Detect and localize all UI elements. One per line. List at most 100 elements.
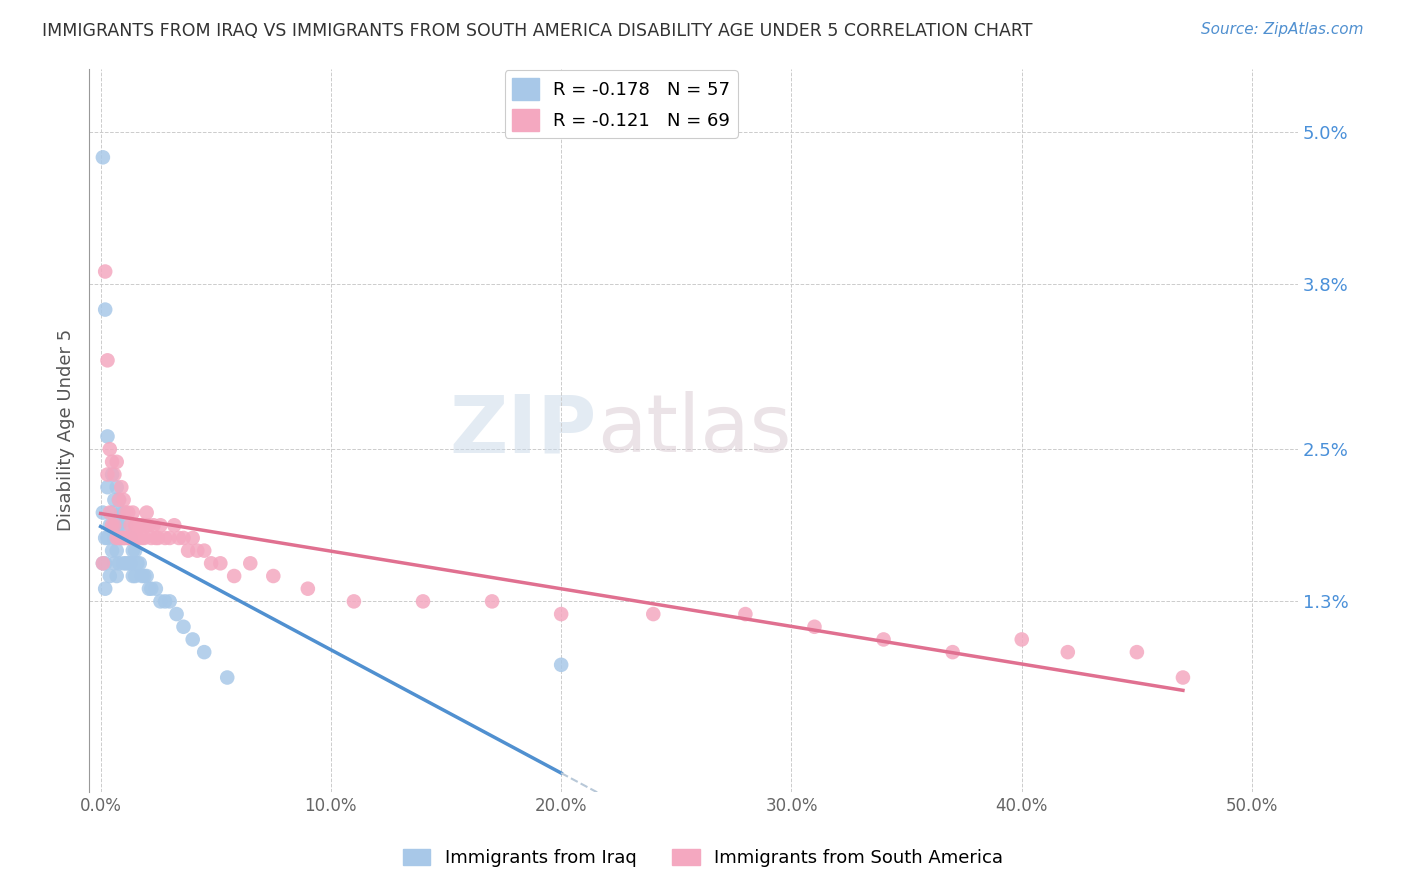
Point	[193, 543, 215, 558]
Point	[105, 531, 128, 545]
Point	[131, 531, 153, 545]
Point	[127, 531, 149, 545]
Point	[94, 264, 117, 278]
Point	[94, 531, 117, 545]
Point	[167, 531, 190, 545]
Point	[98, 442, 121, 457]
Legend: Immigrants from Iraq, Immigrants from South America: Immigrants from Iraq, Immigrants from So…	[396, 841, 1010, 874]
Point	[131, 569, 153, 583]
Point	[103, 557, 125, 571]
Point	[115, 518, 138, 533]
Point	[110, 531, 132, 545]
Point	[121, 506, 143, 520]
Point	[209, 557, 232, 571]
Point	[115, 531, 138, 545]
Point	[124, 569, 146, 583]
Point	[135, 569, 157, 583]
Point	[217, 671, 239, 685]
Point	[105, 569, 128, 583]
Point	[124, 518, 146, 533]
Point	[297, 582, 319, 596]
Point	[803, 620, 825, 634]
Point	[110, 480, 132, 494]
Point	[108, 531, 131, 545]
Point	[121, 569, 143, 583]
Point	[96, 467, 118, 482]
Point	[734, 607, 756, 621]
Point	[117, 531, 139, 545]
Point	[108, 557, 131, 571]
Point	[149, 594, 172, 608]
Point	[550, 657, 572, 672]
Point	[96, 353, 118, 368]
Point	[138, 518, 160, 533]
Point	[94, 582, 117, 596]
Point	[173, 620, 195, 634]
Point	[142, 518, 165, 533]
Point	[942, 645, 965, 659]
Point	[103, 531, 125, 545]
Point	[200, 557, 222, 571]
Point	[1056, 645, 1078, 659]
Point	[98, 518, 121, 533]
Point	[186, 543, 208, 558]
Point	[103, 518, 125, 533]
Point	[134, 531, 156, 545]
Point	[91, 557, 114, 571]
Point	[117, 557, 139, 571]
Point	[105, 455, 128, 469]
Point	[112, 531, 135, 545]
Point	[124, 531, 146, 545]
Point	[117, 531, 139, 545]
Point	[128, 557, 150, 571]
Point	[166, 607, 188, 621]
Point	[149, 518, 172, 533]
Point	[1011, 632, 1033, 647]
Point	[181, 531, 204, 545]
Text: Source: ZipAtlas.com: Source: ZipAtlas.com	[1201, 22, 1364, 37]
Point	[145, 531, 167, 545]
Point	[103, 492, 125, 507]
Point	[872, 632, 894, 647]
Point	[103, 467, 125, 482]
Point	[153, 531, 176, 545]
Point	[173, 531, 195, 545]
Point	[101, 543, 124, 558]
Point	[193, 645, 215, 659]
Point	[108, 492, 131, 507]
Point	[224, 569, 246, 583]
Point	[120, 531, 142, 545]
Point	[343, 594, 366, 608]
Legend: R = -0.178   N = 57, R = -0.121   N = 69: R = -0.178 N = 57, R = -0.121 N = 69	[505, 70, 738, 138]
Point	[115, 506, 138, 520]
Point	[101, 518, 124, 533]
Point	[112, 506, 135, 520]
Point	[105, 518, 128, 533]
Point	[98, 569, 121, 583]
Point	[98, 506, 121, 520]
Point	[101, 506, 124, 520]
Point	[138, 582, 160, 596]
Point	[145, 582, 167, 596]
Point	[115, 557, 138, 571]
Point	[146, 531, 169, 545]
Point	[120, 518, 142, 533]
Point	[141, 582, 163, 596]
Point	[112, 531, 135, 545]
Text: ZIP: ZIP	[450, 391, 598, 469]
Point	[91, 150, 114, 164]
Point	[120, 531, 142, 545]
Text: atlas: atlas	[598, 391, 792, 469]
Point	[481, 594, 503, 608]
Point	[117, 506, 139, 520]
Point	[134, 569, 156, 583]
Point	[108, 518, 131, 533]
Point	[108, 492, 131, 507]
Point	[105, 480, 128, 494]
Point	[105, 543, 128, 558]
Point	[110, 531, 132, 545]
Point	[101, 467, 124, 482]
Text: IMMIGRANTS FROM IRAQ VS IMMIGRANTS FROM SOUTH AMERICA DISABILITY AGE UNDER 5 COR: IMMIGRANTS FROM IRAQ VS IMMIGRANTS FROM …	[42, 22, 1032, 40]
Point	[131, 518, 153, 533]
Point	[177, 543, 200, 558]
